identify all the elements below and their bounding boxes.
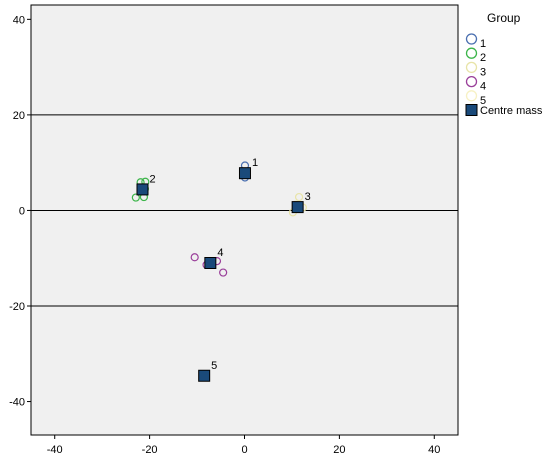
legend-label-centre-mass: Centre mass xyxy=(480,105,543,117)
x-tick-label: -40 xyxy=(47,444,63,456)
centre-mass-marker-4 xyxy=(204,257,217,269)
legend-label-5: 5 xyxy=(480,95,486,107)
group-3-point xyxy=(294,192,304,202)
legend-label-3: 3 xyxy=(480,66,486,78)
centre-mass-marker-3 xyxy=(291,201,304,214)
y-tick-label: 20 xyxy=(13,110,25,122)
plot-background xyxy=(30,4,459,436)
y-tick-label: 40 xyxy=(13,14,25,26)
x-tick-label: 0 xyxy=(241,444,247,456)
group-4-point xyxy=(219,268,228,277)
x-tick-label: -20 xyxy=(142,444,158,456)
y-tick-label: 0 xyxy=(19,205,25,217)
legend-marker-group-3 xyxy=(465,61,478,74)
centre-mass-marker-1 xyxy=(238,167,251,180)
centre-mass-label-5: 5 xyxy=(211,360,217,372)
legend-marker-centre-mass xyxy=(465,104,478,116)
legend-title: Group xyxy=(487,11,521,25)
axes: 40 20 0 -20 -40 -40 -20 0 20 40 xyxy=(9,14,440,456)
x-tick-label: 40 xyxy=(428,444,440,456)
x-tick-label: 20 xyxy=(333,444,345,456)
legend-label-4: 4 xyxy=(480,81,486,93)
legend-marker-group-4 xyxy=(465,75,478,88)
legend-marker-group-5 xyxy=(465,90,478,102)
y-tick-label: -20 xyxy=(9,301,25,313)
centre-mass-label-1: 1 xyxy=(252,157,258,169)
centre-mass-marker-5 xyxy=(198,369,211,382)
centre-mass-markers: 1 2 3 4 5 xyxy=(136,157,311,382)
legend-marker-group-1 xyxy=(465,33,478,45)
centre-mass-label-3: 3 xyxy=(305,191,311,203)
legend-marker-group-2 xyxy=(465,47,478,59)
centre-mass-label-2: 2 xyxy=(149,173,155,185)
centre-mass-label-4: 4 xyxy=(217,247,223,259)
grid-lines xyxy=(31,114,458,307)
legend-label-1: 1 xyxy=(480,38,486,50)
legend-label-2: 2 xyxy=(480,52,486,64)
y-tick-label: -40 xyxy=(9,397,25,409)
centre-mass-marker-2 xyxy=(136,183,149,196)
group-2-point xyxy=(131,193,140,202)
group-4-point xyxy=(190,253,199,262)
